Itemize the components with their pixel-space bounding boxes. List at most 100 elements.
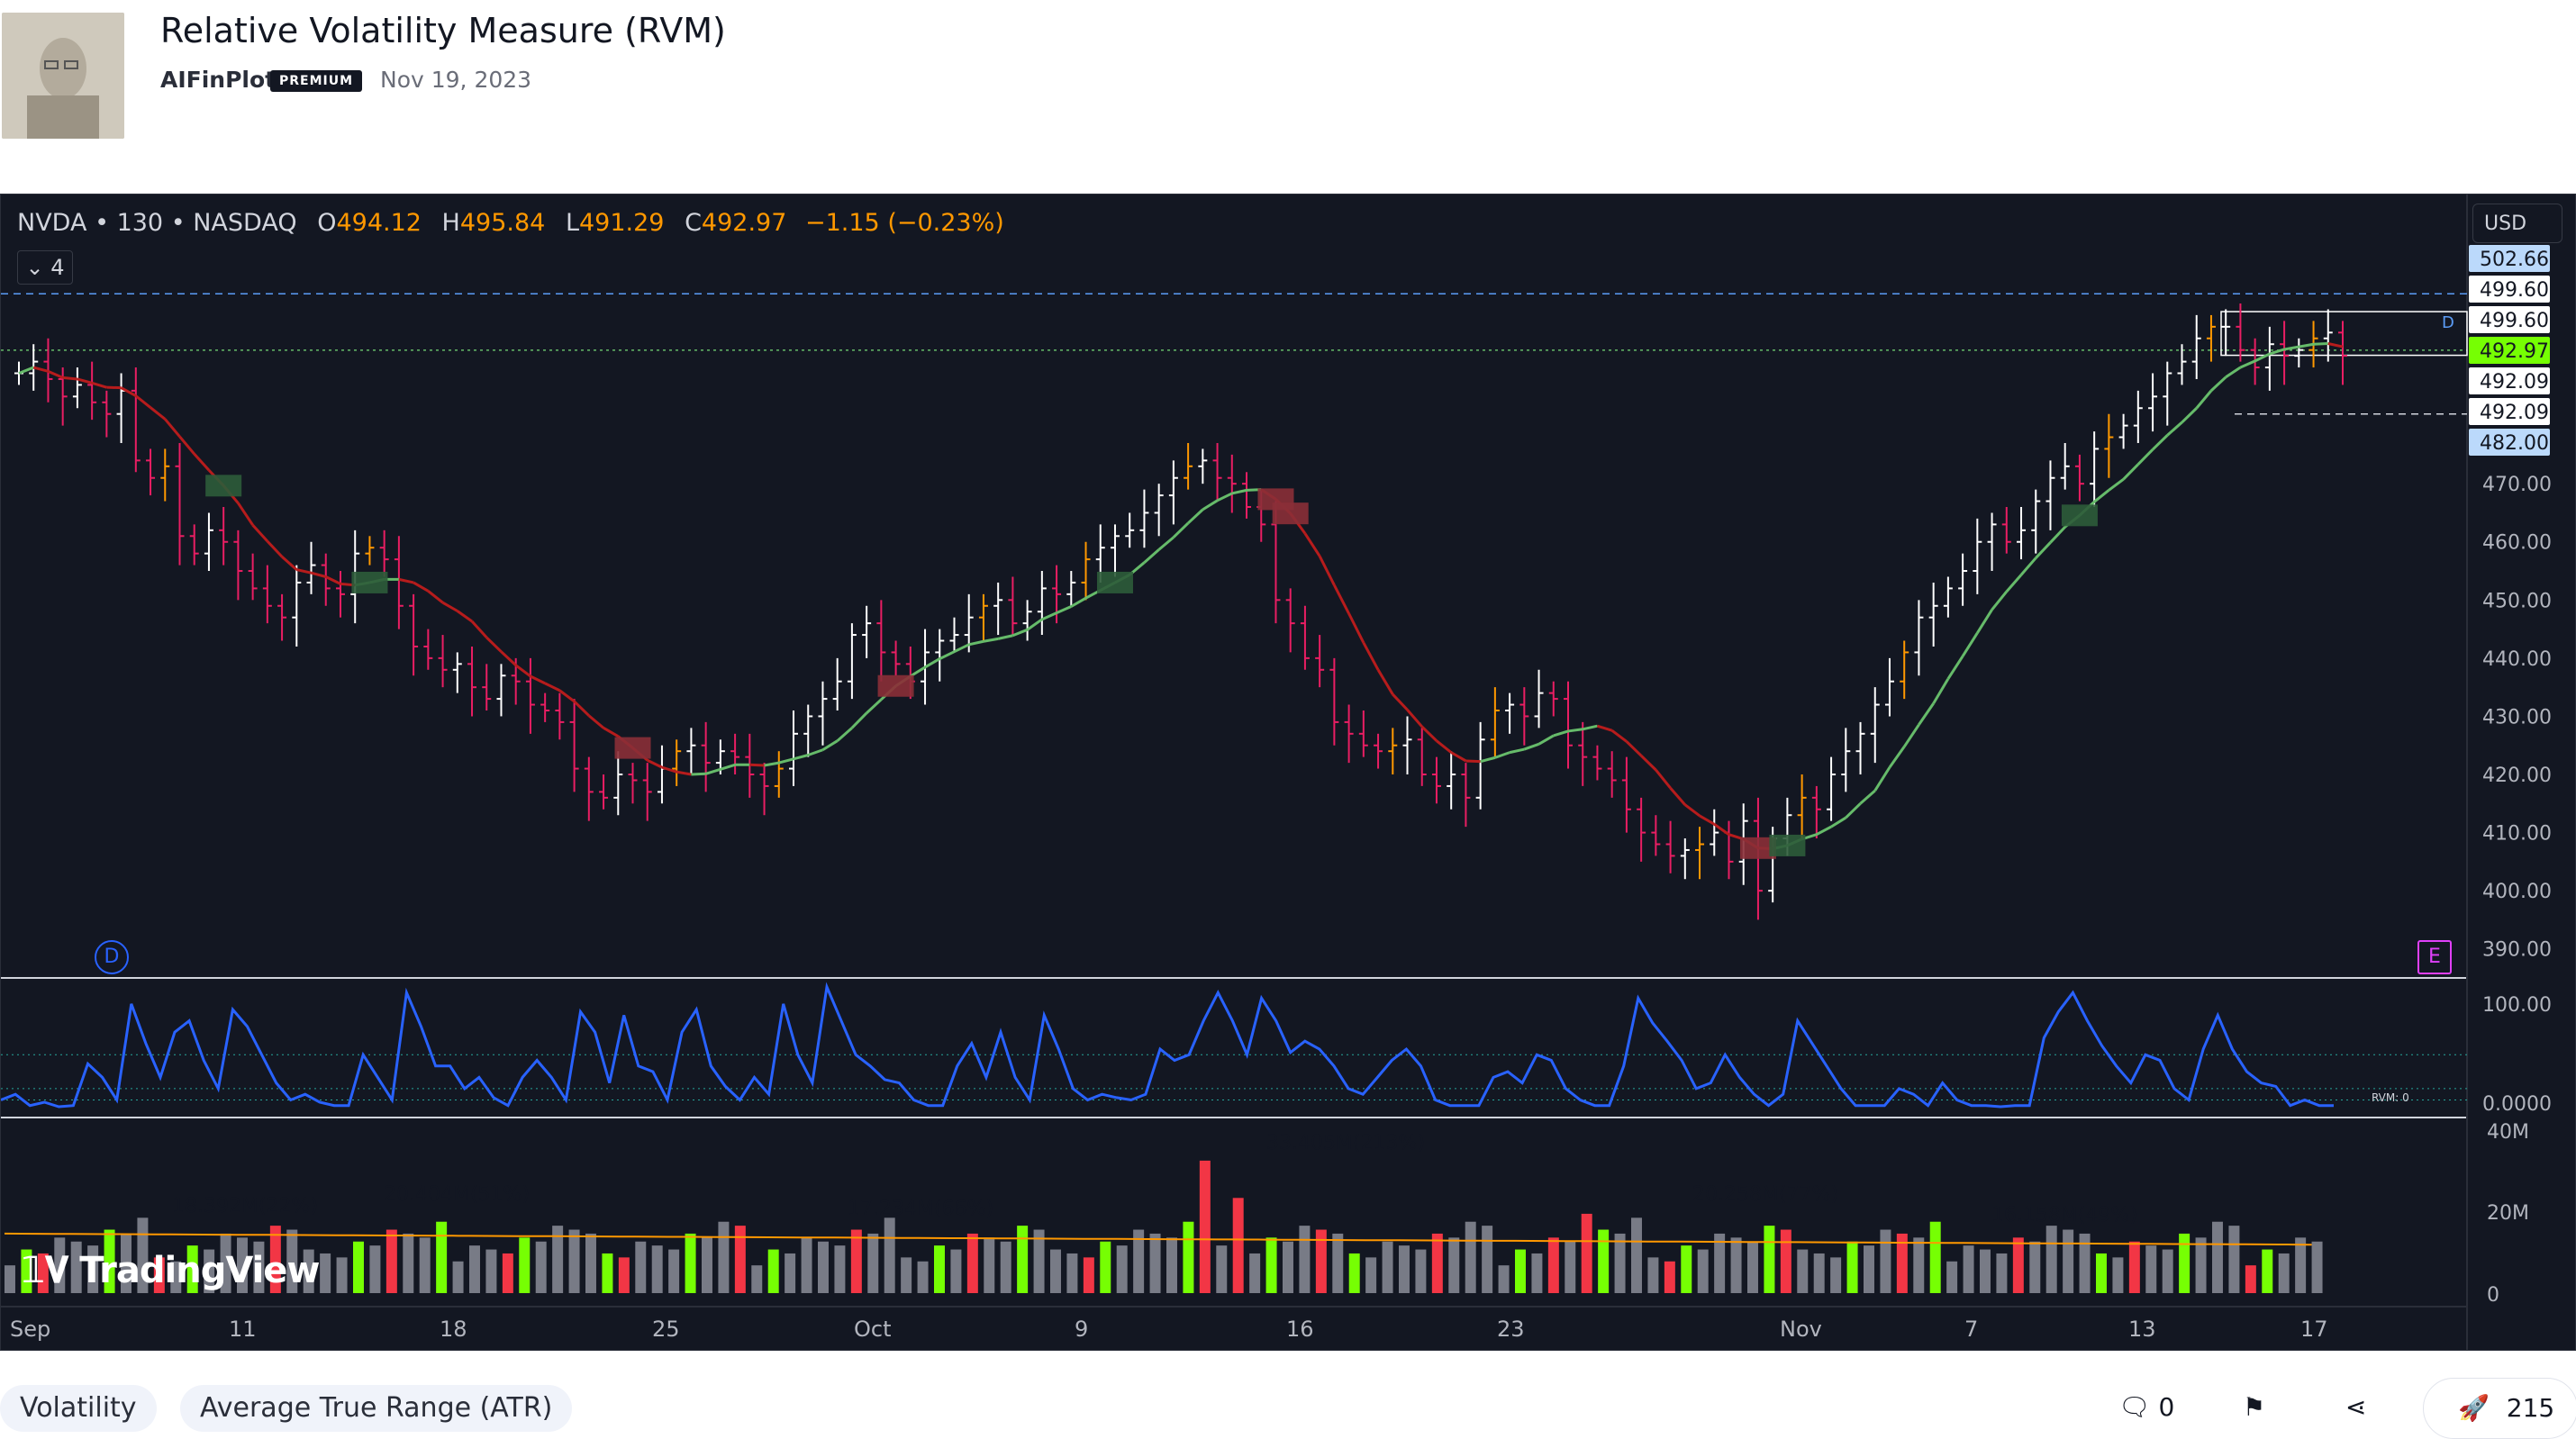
time-axis-label: Nov	[1780, 1317, 1822, 1342]
currency-selector[interactable]: USD	[2472, 204, 2562, 243]
price-tick-label: 400.00	[2482, 881, 2552, 903]
symbol-interval: 130	[117, 209, 164, 237]
trend-ma-segment	[603, 728, 618, 736]
volume-bar	[1084, 1257, 1094, 1293]
volume-bar	[1415, 1250, 1426, 1293]
volume-bar	[2096, 1253, 2107, 1293]
trend-ma-segment	[1948, 656, 1963, 679]
post-header: Relative Volatility Measure (RVM) AIFinP…	[0, 0, 2576, 194]
trend-ma-segment	[1057, 606, 1071, 612]
trend-ma-segment	[238, 503, 252, 525]
time-axis-label: 16	[1286, 1317, 1314, 1342]
trend-ma-segment	[925, 659, 939, 667]
trend-ma-segment	[282, 557, 296, 569]
volatility-box	[351, 572, 387, 593]
price-tag-label: 482.00	[2480, 432, 2549, 455]
volatility-box	[1273, 502, 1309, 524]
trend-ma-segment	[2240, 361, 2254, 367]
trend-ma-segment	[2138, 449, 2153, 465]
author-name[interactable]: AIFinPlot	[160, 67, 276, 93]
volume-bar	[1647, 1257, 1658, 1293]
volume-bar	[1066, 1253, 1077, 1293]
trend-ma-segment	[165, 419, 179, 436]
chart-canvas[interactable]: 470.00460.00450.00440.00430.00420.00410.…	[1, 195, 2576, 1351]
report-button[interactable]: ⚑	[2243, 1392, 2265, 1422]
volume-bar	[619, 1257, 630, 1293]
trend-ma-segment	[296, 570, 311, 574]
trend-ma-segment	[1042, 613, 1057, 620]
volume-bar	[1299, 1226, 1310, 1293]
trend-ma-segment	[1641, 756, 1655, 770]
volume-bar	[503, 1253, 513, 1293]
volume-bar	[436, 1222, 447, 1293]
volume-bar	[2129, 1242, 2140, 1293]
volatility-box	[615, 738, 651, 759]
symbol-name[interactable]: NVDA	[17, 209, 86, 237]
price-tick-label: 410.00	[2482, 823, 2552, 846]
tag-volatility[interactable]: Volatility	[0, 1385, 157, 1432]
trend-ma-segment	[1305, 533, 1320, 556]
volume-bar	[1200, 1161, 1211, 1293]
dividend-marker-icon[interactable]: D	[95, 940, 129, 974]
trend-ma-segment	[2124, 465, 2138, 480]
low-label: L	[566, 209, 579, 237]
premium-badge: PREMIUM	[270, 70, 362, 92]
trend-ma-segment	[545, 683, 559, 691]
trend-ma-segment	[706, 769, 721, 774]
trend-ma-segment	[911, 667, 925, 676]
volume-bar	[2163, 1250, 2173, 1293]
volume-bar	[1980, 1250, 1991, 1293]
trend-ma-segment	[1378, 670, 1392, 694]
price-tag-label: 499.60	[2480, 310, 2549, 332]
trend-ma-segment	[48, 371, 62, 377]
price-tag-label: 502.66	[2480, 249, 2549, 271]
trend-ma-segment	[1408, 710, 1422, 727]
trend-ma-segment	[1364, 643, 1378, 670]
flag-icon: ⚑	[2243, 1392, 2265, 1422]
trend-ma-segment	[1846, 803, 1860, 818]
volume-bar	[1847, 1242, 1858, 1293]
time-axis-label: 18	[440, 1317, 467, 1342]
volume-bar	[1482, 1226, 1492, 1293]
volume-bar	[1913, 1237, 1924, 1293]
volume-bar	[1747, 1242, 1758, 1293]
volume-bar	[2080, 1234, 2091, 1293]
time-axis-label: 17	[2300, 1317, 2328, 1342]
earnings-marker-icon[interactable]: E	[2417, 940, 2452, 974]
volume-bar	[1332, 1234, 1343, 1293]
comments-button[interactable]: 🗨 0	[2118, 1392, 2174, 1422]
volume-bar	[1864, 1245, 1874, 1293]
trend-ma-segment	[648, 760, 662, 767]
volume-bar	[369, 1245, 380, 1293]
volume-bar	[702, 1237, 712, 1293]
volume-bar	[1781, 1230, 1791, 1293]
volume-bar	[337, 1257, 348, 1293]
tradingview-logo-icon: 𝟙𝐕	[21, 1250, 79, 1291]
volume-bar	[934, 1245, 945, 1293]
volume-bar	[1499, 1265, 1510, 1293]
trend-ma-segment	[77, 379, 92, 383]
trend-ma-segment	[1817, 827, 1831, 835]
trend-ma-segment	[575, 701, 589, 716]
price-tick-label: 390.00	[2482, 939, 2552, 962]
volatility-box	[1097, 572, 1133, 593]
share-button[interactable]: ⋖	[2345, 1392, 2366, 1422]
trend-ma-segment	[721, 765, 735, 769]
trend-ma-segment	[1963, 633, 1977, 656]
trend-ma-segment	[676, 772, 691, 774]
trend-ma-segment	[969, 641, 984, 645]
indicators-collapse-button[interactable]: ⌄ 4	[17, 250, 73, 285]
volume-bar	[768, 1250, 779, 1293]
tag-atr[interactable]: Average True Range (ATR)	[180, 1385, 572, 1432]
trend-ma-segment	[1568, 729, 1583, 731]
author-avatar[interactable]	[2, 13, 124, 139]
volume-bar	[1880, 1230, 1891, 1293]
trend-ma-segment	[1451, 753, 1465, 761]
boost-button[interactable]: 🚀 215	[2423, 1378, 2576, 1439]
volume-bar	[1001, 1242, 1011, 1293]
volume-bar	[1432, 1234, 1443, 1293]
volume-bar	[1930, 1222, 1941, 1293]
trend-ma-segment	[1174, 523, 1188, 538]
rvm-axis-label: 100.00	[2482, 994, 2552, 1017]
